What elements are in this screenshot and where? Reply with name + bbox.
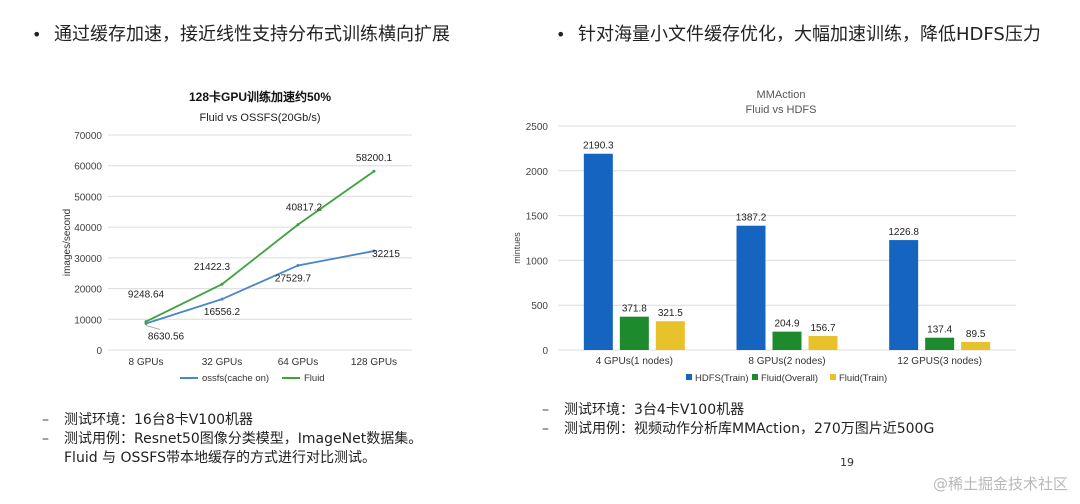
bar bbox=[961, 341, 991, 350]
data-label: 32215 bbox=[372, 249, 400, 260]
bullet-marker: • bbox=[556, 25, 566, 44]
data-label: 1226.8 bbox=[888, 227, 919, 238]
x-tick-label: 8 GPUs bbox=[128, 357, 163, 368]
note-row: – 测试环境：3台4卡V100机器 bbox=[542, 401, 934, 420]
note-text: 测试用例：Resnet50图像分类模型，ImageNet数据集。 bbox=[64, 431, 423, 447]
note-row: – 测试用例：视频动作分析库MMAction，270万图片近500G bbox=[542, 420, 934, 439]
note-dash: – bbox=[42, 431, 49, 447]
note-dash: – bbox=[542, 421, 549, 437]
legend-swatch bbox=[686, 374, 692, 380]
data-label: 27529.7 bbox=[275, 273, 312, 284]
series-line-ossfs bbox=[145, 250, 375, 325]
right-bullet-heading: • 针对海量小文件缓存优化，大幅加速训练，降低HDFS压力 bbox=[556, 20, 1041, 46]
data-label: 16556.2 bbox=[204, 307, 241, 318]
data-point bbox=[220, 297, 224, 301]
data-point bbox=[372, 249, 376, 253]
bar bbox=[619, 316, 649, 350]
x-tick-label: 12 GPUS(3 nodes) bbox=[897, 356, 982, 367]
y-tick-label: 2000 bbox=[526, 167, 549, 178]
note-row: – 测试用例：Resnet50图像分类模型，ImageNet数据集。 bbox=[42, 430, 422, 449]
label-leader bbox=[145, 325, 161, 330]
y-tick-label: 70000 bbox=[74, 131, 102, 142]
chart-subtitle: Fluid vs OSSFS(20Gb/s) bbox=[199, 112, 320, 124]
y-tick-label: 1500 bbox=[526, 212, 549, 223]
data-label: 8630.56 bbox=[148, 331, 185, 342]
data-label: 321.5 bbox=[658, 308, 683, 319]
data-point bbox=[144, 321, 148, 325]
bar bbox=[655, 321, 685, 350]
y-axis-label: images/second bbox=[62, 209, 73, 276]
data-label: 89.5 bbox=[966, 329, 986, 340]
legend-swatch bbox=[752, 374, 758, 380]
y-tick-label: 60000 bbox=[74, 162, 102, 173]
y-tick-label: 10000 bbox=[74, 315, 102, 326]
data-label: 1387.2 bbox=[736, 213, 767, 224]
legend-label: Fluid bbox=[304, 373, 325, 384]
chart-subtitle: Fluid vs HDFS bbox=[746, 104, 817, 116]
data-label: 21422.3 bbox=[194, 262, 231, 273]
data-point bbox=[372, 169, 376, 173]
legend-label: Fluid(Overall) bbox=[761, 373, 818, 384]
note-text: Fluid 与 OSSFS带本地缓存的方式进行对比测试。 bbox=[64, 450, 376, 466]
note-row: – 测试环境：16台8卡V100机器 bbox=[42, 411, 422, 430]
chart-title: MMAction bbox=[757, 89, 806, 101]
note-text: 测试环境：16台8卡V100机器 bbox=[64, 412, 254, 428]
data-point bbox=[144, 320, 148, 324]
data-label: 156.7 bbox=[810, 323, 835, 334]
y-tick-label: 0 bbox=[96, 346, 102, 357]
bar bbox=[736, 225, 766, 350]
data-point bbox=[296, 263, 300, 267]
right-heading-text: 针对海量小文件缓存优化，大幅加速训练，降低HDFS压力 bbox=[578, 24, 1041, 45]
legend-label: ossfs(cache on) bbox=[202, 373, 269, 384]
x-tick-label: 128 GPUs bbox=[351, 357, 397, 368]
series-line-fluid bbox=[145, 170, 375, 323]
data-point bbox=[220, 282, 224, 286]
data-label: 2190.3 bbox=[583, 141, 614, 152]
note-text: 测试用例：视频动作分析库MMAction，270万图片近500G bbox=[564, 421, 935, 437]
y-tick-label: 0 bbox=[542, 346, 548, 357]
data-label: 204.9 bbox=[774, 319, 799, 330]
bar bbox=[808, 335, 838, 350]
data-label: 58200.1 bbox=[356, 153, 393, 164]
left-heading-text: 通过缓存加速，接近线性支持分布式训练横向扩展 bbox=[54, 24, 450, 45]
y-tick-label: 30000 bbox=[74, 254, 102, 265]
x-tick-label: 8 GPUs(2 nodes) bbox=[748, 356, 825, 367]
page-number: 19 bbox=[840, 456, 854, 469]
x-tick-label: 64 GPUs bbox=[278, 357, 319, 368]
note-dash: – bbox=[42, 412, 49, 428]
left-notes: – 测试环境：16台8卡V100机器 – 测试用例：Resnet50图像分类模型，I… bbox=[42, 411, 422, 468]
right-notes: – 测试环境：3台4卡V100机器 – 测试用例：视频动作分析库MMAction，2… bbox=[542, 401, 934, 439]
data-label: 9248.64 bbox=[128, 290, 165, 301]
x-tick-label: 4 GPUs(1 nodes) bbox=[596, 356, 673, 367]
bullet-marker: • bbox=[32, 25, 42, 44]
legend-label: HDFS(Train) bbox=[695, 373, 748, 384]
y-axis-label: mintues bbox=[512, 232, 522, 264]
y-tick-label: 2500 bbox=[526, 122, 549, 133]
legend-label: Fluid(Train) bbox=[839, 373, 887, 384]
x-tick-label: 32 GPUs bbox=[202, 357, 243, 368]
y-tick-label: 40000 bbox=[74, 223, 102, 234]
bar bbox=[772, 331, 802, 350]
data-point bbox=[296, 223, 300, 227]
legend-swatch bbox=[830, 374, 836, 380]
y-tick-label: 500 bbox=[531, 301, 548, 312]
note-text: 测试环境：3台4卡V100机器 bbox=[564, 402, 745, 418]
bar bbox=[889, 240, 919, 350]
bar bbox=[925, 337, 955, 350]
y-tick-label: 20000 bbox=[74, 285, 102, 296]
data-label: 40817.2 bbox=[286, 203, 323, 214]
left-bullet-heading: • 通过缓存加速，接近线性支持分布式训练横向扩展 bbox=[32, 20, 450, 46]
note-dash: – bbox=[542, 402, 549, 418]
data-label: 371.8 bbox=[622, 304, 647, 315]
chart-title: 128卡GPU训练加速约50% bbox=[189, 89, 331, 104]
y-tick-label: 50000 bbox=[74, 192, 102, 203]
data-label: 137.4 bbox=[927, 325, 952, 336]
note-row: Fluid 与 OSSFS带本地缓存的方式进行对比测试。 bbox=[42, 449, 422, 468]
y-tick-label: 1000 bbox=[526, 256, 549, 267]
bar bbox=[583, 153, 613, 350]
watermark: @稀土掘金技术社区 bbox=[932, 475, 1068, 493]
